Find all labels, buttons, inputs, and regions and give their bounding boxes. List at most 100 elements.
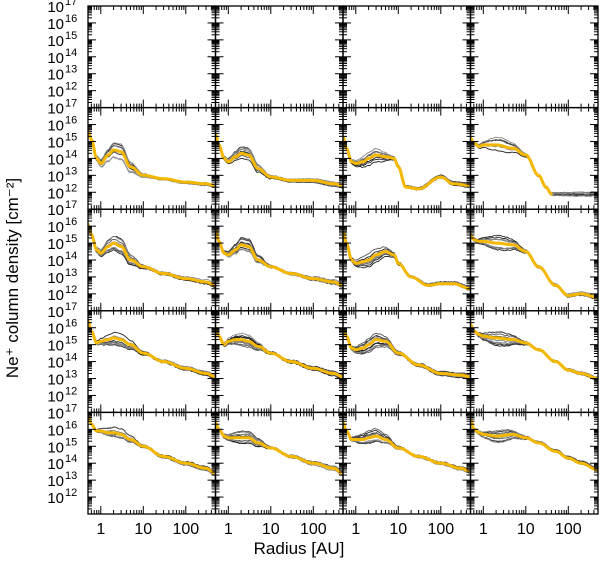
panel-frame: [87, 106, 217, 210]
y-tick-label: 10: [47, 372, 64, 389]
y-tick-exponent: 13: [65, 64, 77, 76]
y-tick-exponent: 14: [65, 148, 77, 160]
y-tick-label: 10: [47, 338, 64, 355]
y-tick-exponent: 16: [65, 115, 77, 127]
panel-r1-c1: [87, 5, 217, 109]
panel-grid: [87, 5, 599, 515]
model-curve: [343, 421, 471, 471]
model-curve: [88, 415, 216, 472]
panel-r2-c1: [87, 106, 217, 210]
panel-curves: [215, 228, 343, 289]
y-tick-exponent: 17: [65, 402, 77, 414]
model-curve: [470, 324, 598, 380]
panel-curves: [343, 421, 471, 475]
panel-frame: [342, 5, 472, 109]
model-curve: [343, 231, 471, 287]
model-curve: [88, 224, 216, 286]
x-tick-label: 100: [555, 521, 582, 538]
y-tick-label: 10: [47, 0, 64, 16]
panel-frame: [342, 310, 472, 414]
panel-frame: [342, 208, 472, 312]
reference-curve: [343, 326, 471, 379]
y-tick-exponent: 15: [65, 436, 77, 448]
x-tick-label: 1: [224, 521, 233, 538]
model-curve: [215, 422, 343, 472]
model-curve: [88, 321, 216, 377]
panel-frame: [87, 310, 217, 414]
panel-curves: [215, 326, 343, 380]
panel-r1-c3: [342, 5, 472, 109]
panel-r4-c4: [469, 310, 599, 414]
reference-curve: [343, 134, 471, 191]
y-tick-exponent: 15: [65, 131, 77, 143]
model-curve: [215, 229, 343, 285]
model-curve: [88, 224, 216, 286]
panel-curves: [470, 233, 598, 300]
reference-curve: [343, 421, 471, 474]
panel-frame: [214, 208, 344, 312]
panel-curves: [88, 129, 216, 189]
y-tick-label: 10: [47, 219, 64, 236]
reference-curve: [88, 319, 216, 379]
y-tick-label: 10: [47, 270, 64, 287]
panel-curves: [215, 133, 343, 189]
x-tick-label: 10: [389, 521, 407, 538]
y-tick-exponent: 15: [65, 335, 77, 347]
y-tick-exponent: 16: [65, 13, 77, 25]
model-curve: [343, 422, 471, 472]
panel-r1-c4: [469, 5, 599, 109]
model-curve: [470, 324, 598, 379]
y-tick-label: 10: [47, 287, 64, 304]
model-curve: [470, 234, 598, 300]
y-tick-label: 10: [47, 236, 64, 253]
y-tick-label: 10: [47, 422, 64, 439]
reference-curve: [88, 414, 216, 475]
y-tick-exponent: 14: [65, 352, 77, 364]
y-tick-label: 10: [47, 101, 64, 118]
y-tick-label: 10: [47, 321, 64, 338]
y-tick-label: 10: [47, 84, 64, 101]
y-tick-exponent: 12: [65, 182, 77, 194]
reference-curve: [470, 136, 553, 196]
y-tick-label: 10: [47, 355, 64, 372]
y-tick-exponent: 13: [65, 165, 77, 177]
y-tick-exponent: 12: [65, 385, 77, 397]
y-tick-exponent: 12: [65, 487, 77, 499]
panel-frame: [87, 5, 217, 109]
y-tick-label: 10: [47, 33, 64, 50]
y-tick-exponent: 14: [65, 250, 77, 262]
panel-r3-c3: [342, 208, 472, 312]
panel-frame: [342, 106, 472, 210]
model-curve: [343, 328, 471, 375]
panel-curves: [470, 136, 598, 198]
y-tick-label: 10: [47, 304, 64, 321]
reference-curve: [215, 228, 343, 287]
x-tick-label: 10: [517, 521, 535, 538]
panel-curves: [215, 421, 343, 477]
model-curve: [215, 229, 343, 285]
panel-r2-c4: [469, 106, 599, 210]
model-curve: [343, 135, 471, 189]
y-tick-label: 10: [47, 405, 64, 422]
model-curve: [470, 324, 598, 378]
model-curve: [343, 327, 471, 377]
y-tick-exponent: 13: [65, 267, 77, 279]
panel-r5-c4: [469, 411, 599, 515]
y-tick-label: 10: [47, 168, 64, 185]
model-curve: [88, 320, 216, 376]
reference-curve: [215, 421, 343, 475]
panel-frame: [214, 411, 344, 515]
model-curve: [88, 224, 216, 286]
model-curve: [343, 422, 471, 472]
panel-curves: [470, 417, 598, 472]
y-tick-exponent: 17: [65, 0, 77, 8]
panel-frame: [469, 310, 599, 414]
model-curve: [88, 131, 216, 189]
reference-curve: [88, 129, 216, 187]
y-tick-label: 10: [47, 439, 64, 456]
y-tick-exponent: 14: [65, 453, 77, 465]
panel-curves: [343, 134, 471, 191]
panel-curves: [88, 414, 216, 477]
